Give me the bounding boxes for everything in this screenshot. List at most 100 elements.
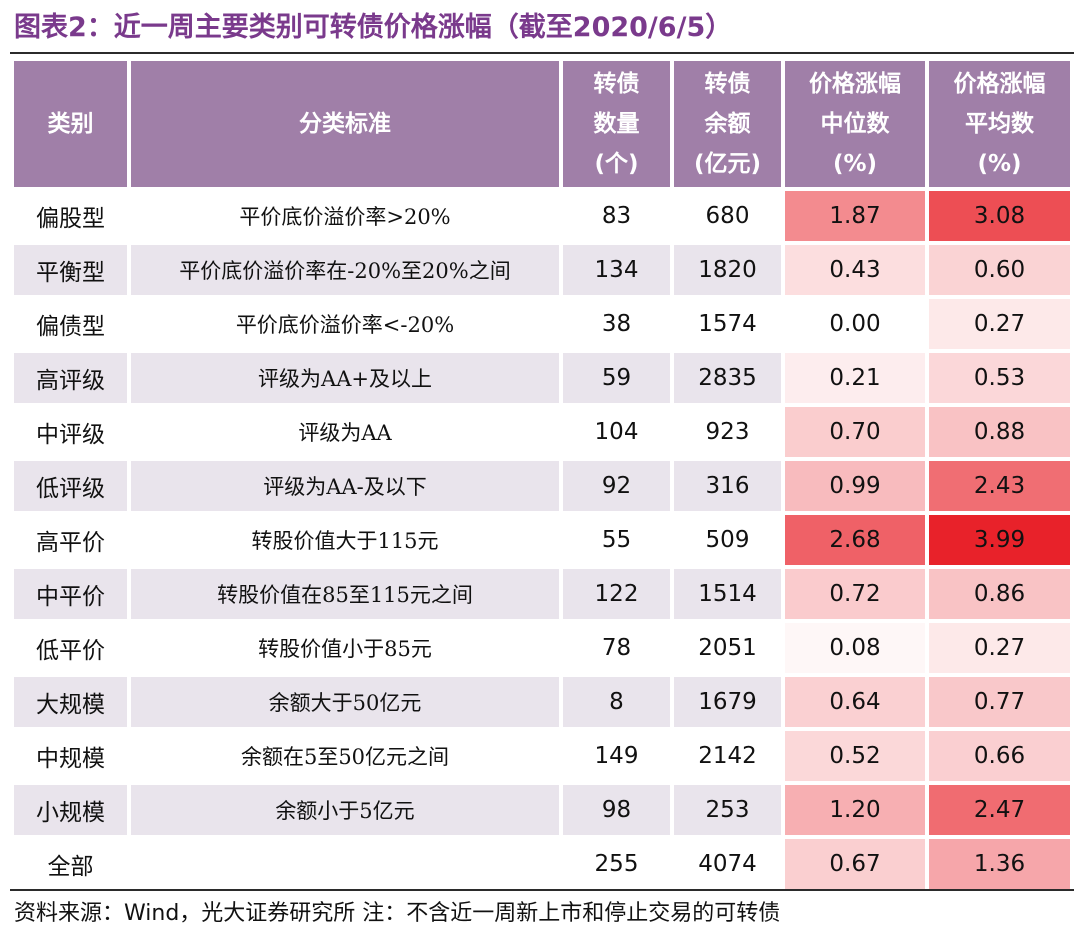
header-mean-line: 价格涨幅 bbox=[953, 71, 1046, 97]
header-median-line: 中位数 bbox=[820, 111, 890, 137]
criteria-cell: 评级为AA-及以下 bbox=[131, 461, 559, 511]
balance-cell: 2835 bbox=[674, 353, 781, 403]
balance-cell: 680 bbox=[705, 203, 750, 229]
table-row: 全部 255 4074 0.67 1.36 bbox=[14, 839, 1070, 889]
table-row: 中平价 转股价值在85至115元之间 122 1514 0.72 0.86 bbox=[14, 569, 1070, 619]
median-cell: 0.99 bbox=[785, 461, 925, 511]
header-median-line: (%) bbox=[832, 151, 878, 177]
table-body: 偏股型 平价底价溢价率>20% 83 680 1.87 3.08 平衡型 平价底价溢价率在-2… bbox=[14, 191, 1070, 889]
category-cell: 大规模 bbox=[14, 677, 127, 727]
mean-cell: 3.08 bbox=[929, 191, 1070, 241]
header-row: 类别 分类标准 转债 数量 (个) 转债 余额 (亿元) 价格涨幅 中位数 (%… bbox=[14, 61, 1070, 187]
balance-cell: 316 bbox=[674, 461, 781, 511]
header-count-line: 转债 bbox=[593, 71, 640, 97]
balance-cell: 2142 bbox=[698, 743, 757, 769]
balance-cell: 1679 bbox=[674, 677, 781, 727]
count-cell: 59 bbox=[563, 353, 670, 403]
criteria-cell: 平价底价溢价率>20% bbox=[239, 205, 451, 229]
table-row: 中规模 余额在5至50亿元之间 149 2142 0.52 0.66 bbox=[14, 731, 1070, 781]
header-balance-line: 余额 bbox=[704, 111, 751, 137]
criteria-cell: 评级为AA+及以上 bbox=[131, 353, 559, 403]
count-cell: 255 bbox=[594, 851, 639, 877]
criteria-cell: 余额在5至50亿元之间 bbox=[240, 745, 450, 769]
header-count-line: 数量 bbox=[593, 111, 640, 137]
category-cell: 低平价 bbox=[36, 638, 105, 664]
mean-cell: 1.36 bbox=[929, 839, 1070, 889]
mean-cell: 0.60 bbox=[929, 245, 1070, 295]
table-row: 小规模 余额小于5亿元 98 253 1.20 2.47 bbox=[14, 785, 1070, 835]
balance-cell: 923 bbox=[705, 419, 750, 445]
category-cell: 小规模 bbox=[14, 785, 127, 835]
mean-cell: 0.27 bbox=[929, 299, 1070, 349]
criteria-cell: 转股价值小于85元 bbox=[258, 637, 432, 661]
count-cell: 78 bbox=[601, 635, 632, 661]
category-cell: 中评级 bbox=[36, 422, 105, 448]
table-row: 高平价 转股价值大于115元 55 509 2.68 3.99 bbox=[14, 515, 1070, 565]
balance-cell: 1820 bbox=[674, 245, 781, 295]
criteria-cell: 评级为AA bbox=[298, 421, 392, 445]
category-cell: 全部 bbox=[47, 854, 94, 880]
mean-cell: 0.86 bbox=[929, 569, 1070, 619]
header-mean: 价格涨幅 平均数 (%) bbox=[929, 61, 1070, 187]
header-balance-line: 转债 bbox=[704, 71, 751, 97]
mean-cell: 0.88 bbox=[929, 407, 1070, 457]
count-cell: 8 bbox=[563, 677, 670, 727]
balance-cell: 1514 bbox=[674, 569, 781, 619]
balance-cell: 509 bbox=[705, 527, 750, 553]
category-cell: 低评级 bbox=[14, 461, 127, 511]
median-cell: 2.68 bbox=[785, 515, 925, 565]
table-row: 低平价 转股价值小于85元 78 2051 0.08 0.27 bbox=[14, 623, 1070, 673]
table-row: 偏股型 平价底价溢价率>20% 83 680 1.87 3.08 bbox=[14, 191, 1070, 241]
criteria-cell bbox=[131, 839, 559, 889]
count-cell: 98 bbox=[563, 785, 670, 835]
count-cell: 83 bbox=[601, 203, 632, 229]
top-rule bbox=[10, 52, 1074, 54]
category-cell: 偏股型 bbox=[36, 206, 105, 232]
category-cell: 高平价 bbox=[36, 530, 105, 556]
median-cell: 1.20 bbox=[785, 785, 925, 835]
median-cell: 0.67 bbox=[785, 839, 925, 889]
count-cell: 134 bbox=[563, 245, 670, 295]
table-row: 低评级 评级为AA-及以下 92 316 0.99 2.43 bbox=[14, 461, 1070, 511]
header-balance-line: (亿元) bbox=[693, 151, 762, 177]
category-cell: 中规模 bbox=[36, 746, 105, 772]
median-cell: 0.70 bbox=[785, 407, 925, 457]
mean-cell: 0.66 bbox=[929, 731, 1070, 781]
criteria-cell: 转股价值大于115元 bbox=[251, 529, 439, 553]
category-cell: 中平价 bbox=[14, 569, 127, 619]
median-cell: 0.72 bbox=[785, 569, 925, 619]
median-cell: 0.08 bbox=[785, 623, 925, 673]
category-cell: 平衡型 bbox=[14, 245, 127, 295]
balance-cell: 2051 bbox=[698, 635, 757, 661]
median-cell: 0.43 bbox=[785, 245, 925, 295]
category-cell: 高评级 bbox=[14, 353, 127, 403]
header-median-line: 价格涨幅 bbox=[809, 71, 901, 97]
count-cell: 55 bbox=[601, 527, 632, 553]
mean-cell: 2.43 bbox=[929, 461, 1070, 511]
table-row: 高评级 评级为AA+及以上 59 2835 0.21 0.53 bbox=[14, 353, 1070, 403]
count-cell: 104 bbox=[594, 419, 639, 445]
median-cell: 1.87 bbox=[785, 191, 925, 241]
table-row: 平衡型 平价底价溢价率在-20%至20%之间 134 1820 0.43 0.60 bbox=[14, 245, 1070, 295]
table-row: 偏债型 平价底价溢价率<-20% 38 1574 0.00 0.27 bbox=[14, 299, 1070, 349]
header-count-line: (个) bbox=[594, 151, 639, 177]
mean-cell: 0.27 bbox=[929, 623, 1070, 673]
median-cell: 0.21 bbox=[785, 353, 925, 403]
balance-cell: 253 bbox=[674, 785, 781, 835]
convertible-bond-table: 类别 分类标准 转债 数量 (个) 转债 余额 (亿元) 价格涨幅 中位数 (%… bbox=[10, 57, 1074, 893]
bottom-rule bbox=[10, 889, 1074, 891]
count-cell: 92 bbox=[563, 461, 670, 511]
header-count: 转债 数量 (个) bbox=[563, 61, 670, 187]
header-criteria: 分类标准 bbox=[131, 61, 559, 187]
header-category: 类别 bbox=[14, 61, 127, 187]
count-cell: 38 bbox=[601, 311, 632, 337]
criteria-cell: 余额大于50亿元 bbox=[131, 677, 559, 727]
category-cell: 偏债型 bbox=[36, 314, 105, 340]
mean-cell: 3.99 bbox=[929, 515, 1070, 565]
criteria-cell: 余额小于5亿元 bbox=[131, 785, 559, 835]
balance-cell: 1574 bbox=[698, 311, 757, 337]
mean-cell: 0.53 bbox=[929, 353, 1070, 403]
mean-cell: 2.47 bbox=[929, 785, 1070, 835]
count-cell: 149 bbox=[594, 743, 639, 769]
criteria-cell: 平价底价溢价率在-20%至20%之间 bbox=[131, 245, 559, 295]
